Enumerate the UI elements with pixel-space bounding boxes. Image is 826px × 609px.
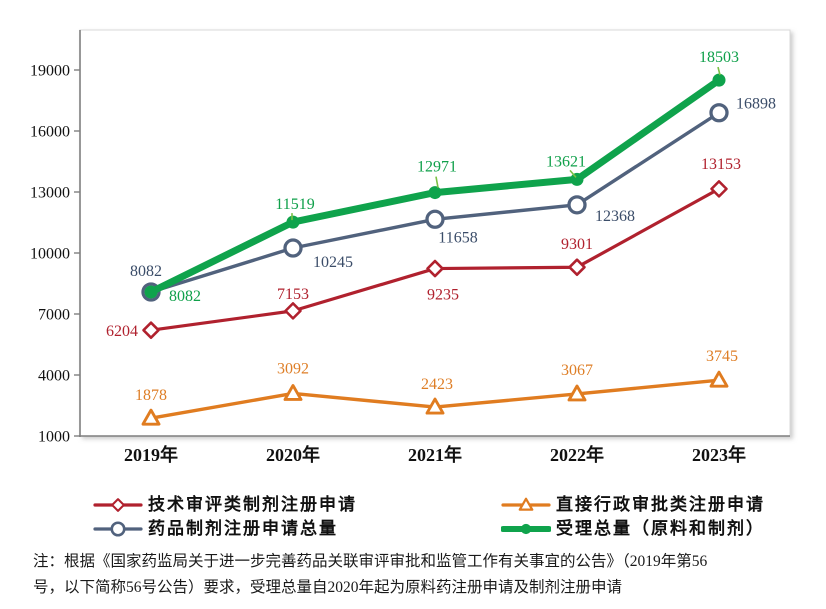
x-axis-label: 2022年 — [550, 444, 604, 465]
data-point-marker-diamond — [710, 180, 728, 198]
data-point-marker-diamond — [568, 258, 586, 277]
data-point-label: 10245 — [313, 254, 353, 271]
legend-marker-triangle — [501, 497, 551, 511]
x-axis-label: 2020年 — [266, 444, 320, 465]
y-axis-label: 10000 — [30, 246, 70, 263]
y-axis-label: 1000 — [38, 429, 70, 446]
data-point-label: 11519 — [275, 196, 314, 213]
legend-label: 直接行政审批类注册申请 — [556, 495, 765, 514]
data-point-marker-triangle — [518, 497, 534, 511]
x-axis-label: 2023年 — [692, 444, 746, 465]
legend-label: 药品制剂注册申请总量 — [148, 519, 338, 538]
data-point-marker-circle-filled — [428, 186, 442, 200]
plot-area — [79, 29, 791, 437]
y-axis-label: 13000 — [30, 185, 70, 202]
data-point-marker-circle-filled — [570, 172, 584, 186]
footnote-line-2: 号，以下简称56号公告）要求，受理总量自2020年起为原料药注册申请及制剂注册申… — [33, 579, 623, 596]
x-axis-label: 2021年 — [408, 444, 462, 465]
data-point-marker-triangle — [283, 384, 303, 401]
data-point-marker-circle-open — [110, 521, 126, 537]
data-point-label: 18503 — [699, 49, 739, 66]
data-point-marker-circle-open — [283, 238, 303, 258]
footnote-line-1: 注：根据《国家药监局关于进一步完善药品关联审评审批和监管工作有关事宜的公告》（2… — [33, 553, 708, 570]
data-point-label: 9301 — [561, 236, 593, 253]
legend-marker-circle-open — [93, 521, 143, 537]
y-axis-label: 4000 — [38, 368, 70, 385]
data-point-marker-circle-filled — [520, 523, 532, 535]
data-point-label: 8082 — [169, 288, 201, 305]
data-point-label: 7153 — [277, 286, 309, 303]
label-leader-line — [717, 66, 721, 76]
legend-label: 受理总量（原料和制剂） — [556, 519, 765, 538]
legend-marker-diamond — [93, 498, 143, 512]
data-point-marker-circle-open — [425, 209, 445, 229]
data-point-label: 16898 — [736, 96, 776, 113]
line-chart-canvas: 1000 4000 7000 10000 13000 16000 19000 2019年 202… — [30, 29, 791, 465]
data-point-marker-triangle — [425, 397, 445, 415]
data-point-marker-circle-filled — [286, 215, 300, 229]
label-leader-line — [435, 176, 439, 188]
data-point-marker-diamond — [111, 498, 125, 512]
legend-item: 技术审评类制剂注册申请 — [93, 494, 501, 516]
legend-marker-circle-filled — [501, 523, 551, 535]
data-point-label: 11658 — [438, 229, 477, 246]
data-point-label: 2423 — [421, 376, 453, 393]
data-point-marker-triangle — [567, 384, 587, 402]
data-point-label: 1878 — [135, 387, 167, 404]
data-point-label: 12368 — [595, 208, 635, 225]
data-point-marker-diamond — [142, 321, 160, 339]
data-point-label: 6204 — [106, 323, 138, 340]
chart-legend: 技术审评类制剂注册申请 直接行政审批类注册申请药品制剂注册申请总量 受理总量（原料和… — [93, 494, 765, 540]
y-axis-label: 16000 — [30, 124, 70, 141]
y-axis-label: 19000 — [30, 63, 70, 80]
data-point-label: 8082 — [130, 263, 162, 280]
data-point-marker-diamond — [284, 302, 302, 320]
data-point-marker-circle-open — [709, 103, 729, 123]
data-point-marker-circle-open — [567, 195, 587, 215]
legend-label: 技术审评类制剂注册申请 — [148, 495, 357, 514]
legend-item: 直接行政审批类注册申请 — [501, 494, 765, 516]
data-point-marker-triangle — [709, 370, 729, 388]
chart-footnote: 注：根据《国家药监局关于进一步完善药品关联审评审批和监管工作有关事宜的公告》（2… — [33, 549, 813, 601]
data-point-marker-diamond — [426, 259, 444, 278]
data-point-label: 13621 — [546, 153, 586, 170]
x-axis-label: 2019年 — [124, 444, 178, 465]
data-point-marker-triangle — [141, 408, 161, 426]
label-leader-line — [569, 169, 577, 178]
data-point-marker-circle-filled — [712, 73, 726, 87]
legend-item: 药品制剂注册申请总量 — [93, 518, 501, 540]
data-point-label: 13153 — [701, 156, 741, 173]
data-point-label: 3067 — [561, 362, 593, 379]
data-point-label: 3092 — [277, 360, 309, 377]
legend-item: 受理总量（原料和制剂） — [501, 518, 765, 540]
data-point-label: 3745 — [706, 348, 738, 365]
data-point-label: 9235 — [427, 287, 459, 304]
data-point-label: 12971 — [417, 159, 457, 176]
y-axis-label: 7000 — [38, 307, 70, 324]
data-point-marker-circle-filled — [144, 285, 158, 299]
